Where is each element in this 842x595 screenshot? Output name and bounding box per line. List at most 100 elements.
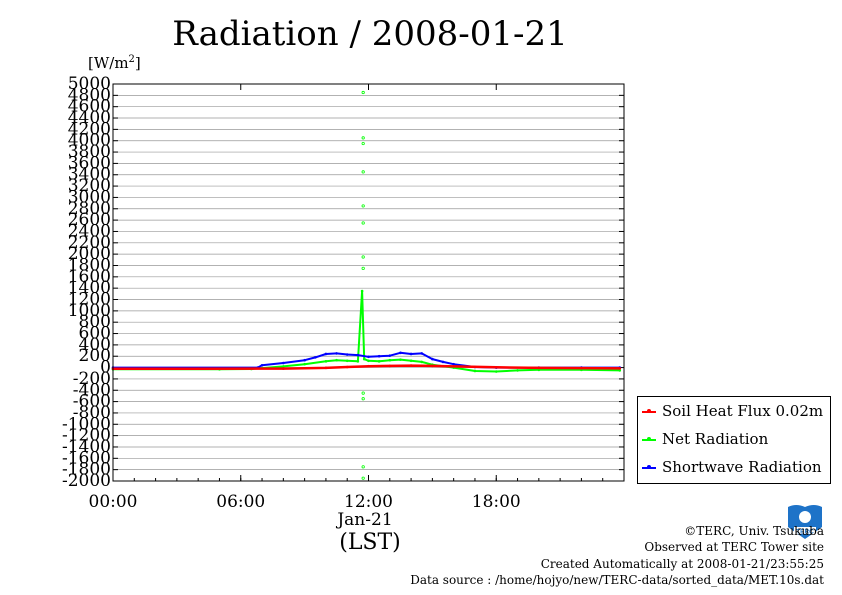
y-tick-label: 800 <box>79 312 111 332</box>
data-point <box>537 368 541 372</box>
data-point <box>345 353 349 356</box>
footer-observed: Observed at TERC Tower site <box>644 540 824 554</box>
y-tick-label: -600 <box>73 392 111 412</box>
data-point <box>367 359 370 363</box>
y-tick-label: -200 <box>73 369 111 389</box>
data-point <box>431 357 434 361</box>
data-point <box>388 358 392 362</box>
net-spike-point <box>361 255 365 259</box>
x-date-label: Jan-21 <box>337 510 393 530</box>
y-tick-label: -800 <box>73 403 111 423</box>
y-tick-label: 3600 <box>68 153 111 173</box>
y-axis-ticks: 5000480046004400420040003800360034003200… <box>62 74 624 491</box>
data-point <box>580 366 583 370</box>
y-tick-label: -2000 <box>62 471 111 491</box>
net-spike-point <box>361 221 365 225</box>
y-tick-label: -400 <box>73 380 111 400</box>
data-point <box>282 367 285 370</box>
footer-created: Created Automatically at 2008-01-21/23:5… <box>540 557 824 571</box>
net-spike-point <box>361 90 365 95</box>
net-radiation-line <box>113 290 620 373</box>
y-tick-label: 2400 <box>68 221 111 241</box>
data-point <box>618 369 622 372</box>
data-point <box>345 365 349 369</box>
y-tick-label: 5000 <box>68 74 111 94</box>
data-point <box>399 358 402 361</box>
data-point <box>367 364 370 368</box>
y-tick-label: -1600 <box>62 448 111 468</box>
x-tick-label: 12:00 <box>344 492 393 512</box>
y-tick-label: 2600 <box>68 210 111 230</box>
data-point <box>282 365 285 368</box>
x-tick-label: 00:00 <box>89 492 138 512</box>
y-tick-label: -1800 <box>62 460 111 480</box>
data-point <box>618 367 622 370</box>
y-tick-label: 3000 <box>68 187 111 207</box>
y-tick-label: 2200 <box>68 233 111 253</box>
data-point <box>377 354 381 358</box>
x-tick-label: 18:00 <box>472 492 521 512</box>
y-tick-label: 4000 <box>68 131 111 151</box>
data-point <box>452 362 455 366</box>
data-point <box>324 366 328 370</box>
net-spike-point <box>361 136 365 140</box>
net-spike-point <box>361 391 365 395</box>
y-tick-label: 2800 <box>68 199 111 219</box>
series-lines <box>111 289 622 373</box>
y-tick-label: 600 <box>79 324 111 344</box>
y-tick-label: 1400 <box>68 278 111 298</box>
data-point <box>473 369 477 373</box>
data-point <box>313 356 317 359</box>
legend-swatch-soil <box>642 409 656 413</box>
y-tick-label: 4600 <box>68 97 111 117</box>
y-tick-label: 4200 <box>68 119 111 139</box>
data-point <box>516 369 519 372</box>
y-tick-label: 4400 <box>68 108 111 128</box>
data-point <box>335 358 338 362</box>
data-point <box>362 357 366 361</box>
x-tick-label: 06:00 <box>216 492 265 512</box>
data-point <box>409 364 413 367</box>
terc-logo: TERC <box>788 505 822 539</box>
data-point <box>409 359 413 363</box>
y-tick-label: 4800 <box>68 85 111 105</box>
y-tick-label: 0 <box>100 358 111 378</box>
y-tick-label: -1400 <box>62 437 111 457</box>
net-spike-point <box>361 465 365 469</box>
data-point <box>360 289 364 293</box>
data-point <box>260 364 264 367</box>
data-point <box>356 353 360 357</box>
legend-item-soil: Soil Heat Flux 0.02m <box>642 400 823 422</box>
data-point <box>494 365 498 369</box>
y-tick-label: 3400 <box>68 165 111 185</box>
y-tick-label: 1200 <box>68 290 111 310</box>
legend-swatch-shortwave <box>642 465 656 469</box>
data-point <box>303 358 306 362</box>
y-tick-label: -1000 <box>62 414 111 434</box>
data-point <box>420 360 424 364</box>
grid-lines <box>113 83 624 482</box>
y-tick-label: -1200 <box>62 426 111 446</box>
data-point <box>282 361 285 365</box>
y-tick-label: 3200 <box>68 176 111 196</box>
svg-text:TERC: TERC <box>796 529 814 536</box>
data-point <box>196 367 200 371</box>
legend-swatch-net <box>642 437 656 441</box>
x-axis-ticks: 00:00 06:00 12:00 18:00 <box>89 84 604 512</box>
legend-item-shortwave: Shortwave Radiation <box>642 456 822 478</box>
data-point <box>324 352 328 356</box>
net-spike-point <box>361 397 365 401</box>
data-point <box>388 354 392 357</box>
net-spike-point <box>361 141 365 146</box>
soil-heat-flux-line <box>113 364 620 370</box>
data-point <box>409 352 413 356</box>
data-point <box>388 364 392 368</box>
net-spike-point <box>361 204 365 208</box>
data-point <box>494 370 498 373</box>
legend: Soil Heat Flux 0.02m Net Radiation Short… <box>637 396 831 484</box>
plot-frame <box>112 83 625 482</box>
footer-copyright: ©TERC, Univ. Tsukuba <box>684 524 824 538</box>
net-spike-point <box>361 476 365 480</box>
x-axis-label: (LST) <box>339 530 401 555</box>
